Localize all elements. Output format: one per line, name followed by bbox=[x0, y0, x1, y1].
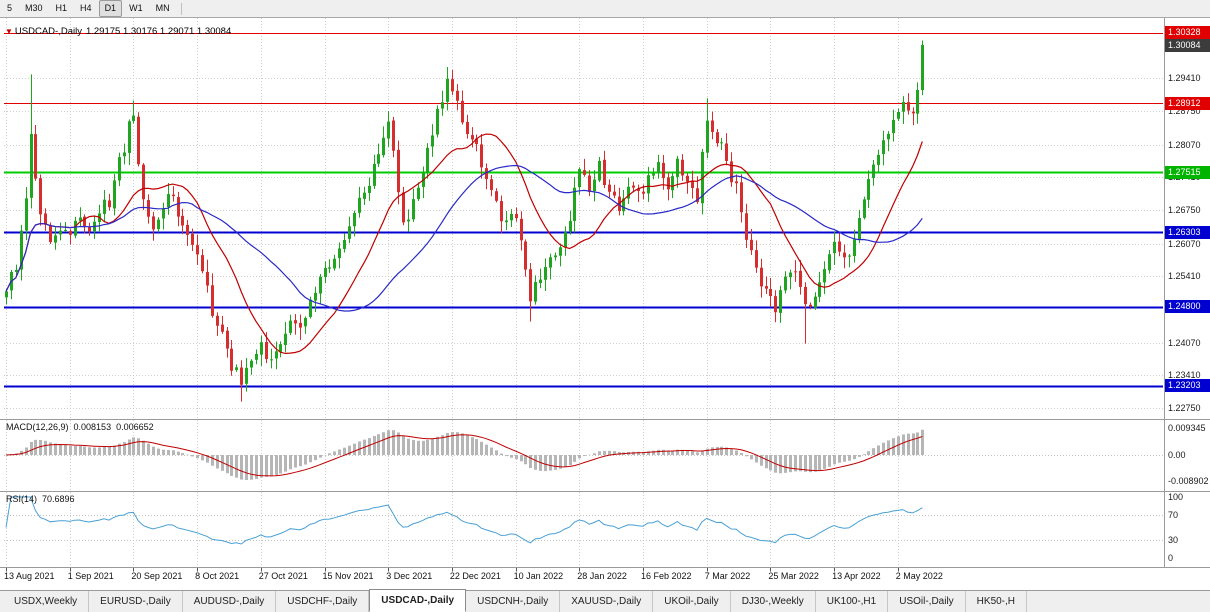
price-axis-label: 1.28070 bbox=[1168, 139, 1201, 150]
timeframe-button-m30[interactable]: M30 bbox=[25, 3, 43, 13]
tab-usdcad-daily[interactable]: USDCAD-,Daily bbox=[369, 589, 467, 612]
time-axis-label: 22 Dec 2021 bbox=[449, 571, 501, 581]
tab-usoil-daily[interactable]: USOil-,Daily bbox=[888, 591, 966, 612]
rsi-value: 70.6896 bbox=[42, 494, 75, 504]
rsi-indicator-title: RSI(14) 70.6896 bbox=[6, 494, 75, 504]
level-price-badge: 1.27515 bbox=[1165, 165, 1210, 179]
price-axis-label: 1.23410 bbox=[1168, 370, 1201, 381]
tab-usdchf-daily[interactable]: USDCHF-,Daily bbox=[276, 591, 370, 612]
time-axis-label: 15 Nov 2021 bbox=[322, 571, 374, 581]
time-axis-label: 7 Mar 2022 bbox=[704, 571, 751, 581]
level-price-badge: 1.23203 bbox=[1165, 379, 1210, 393]
time-axis-label: 20 Sep 2021 bbox=[131, 571, 183, 581]
chart-tab-bar: USDX,Weekly EURUSD-,Daily AUDUSD-,Daily USD… bbox=[0, 589, 1210, 612]
timeframe-button-5[interactable]: 5 bbox=[7, 3, 13, 13]
time-axis-label: 8 Oct 2021 bbox=[195, 571, 240, 581]
macd-main-value: 0.008153 bbox=[73, 422, 112, 432]
level-price-badge: 1.28912 bbox=[1165, 96, 1210, 110]
time-axis-label: 25 Mar 2022 bbox=[768, 571, 819, 581]
level-price-badge: 1.26303 bbox=[1165, 225, 1210, 239]
time-axis-label: 13 Aug 2021 bbox=[4, 571, 55, 581]
timeframe-button-mn[interactable]: MN bbox=[155, 3, 170, 13]
price-axis-label: 1.29410 bbox=[1168, 73, 1201, 84]
macd-scale-label: 0.00 bbox=[1168, 450, 1186, 460]
current-price-badge: 1.30084 bbox=[1165, 39, 1210, 53]
timeframe-button-d1[interactable]: D1 bbox=[98, 0, 123, 17]
tab-xauusd-daily[interactable]: XAUUSD-,Daily bbox=[560, 591, 654, 612]
level-price-badge: 1.30328 bbox=[1165, 26, 1210, 40]
macd-scale-label: -0.008902 bbox=[1168, 475, 1209, 486]
chart-ohlc-values: 1.29175 1.30176 1.29071 1.30084 bbox=[85, 26, 232, 37]
time-axis-label: 1 Sep 2021 bbox=[67, 571, 114, 581]
time-axis-label: 2 May 2022 bbox=[895, 571, 943, 581]
timeframe-button-h4[interactable]: H4 bbox=[80, 3, 92, 13]
macd-scale-label: 0.009345 bbox=[1168, 423, 1206, 433]
candlestick-chart[interactable] bbox=[0, 0, 1210, 590]
tab-eurusd-daily[interactable]: EURUSD-,Daily bbox=[89, 591, 183, 612]
rsi-scale-label: 0 bbox=[1168, 553, 1174, 563]
toolbar-separator bbox=[180, 2, 182, 15]
time-axis-label: 28 Jan 2022 bbox=[577, 571, 627, 581]
price-axis-label: 1.22750 bbox=[1168, 403, 1201, 414]
symbol-marker-icon: ▼ bbox=[5, 27, 13, 36]
level-price-badge: 1.24800 bbox=[1165, 300, 1210, 314]
timeframe-button-w1[interactable]: W1 bbox=[129, 3, 143, 13]
price-axis-label: 1.26750 bbox=[1168, 205, 1201, 216]
chart-symbol-label: USDCAD-,Daily bbox=[14, 26, 82, 37]
rsi-scale-label: 70 bbox=[1168, 510, 1179, 521]
timeframe-toolbar: 5 M30 H1 H4 D1 W1 MN bbox=[0, 0, 1210, 18]
tab-uk100-h1[interactable]: UK100-,H1 bbox=[816, 591, 889, 612]
price-axis-label: 1.28750 bbox=[1168, 106, 1201, 117]
rsi-label: RSI(14) bbox=[6, 494, 38, 504]
time-axis-label: 3 Dec 2021 bbox=[386, 571, 433, 581]
tab-dj30-weekly[interactable]: DJ30-,Weekly bbox=[731, 591, 816, 612]
rsi-scale-label: 100 bbox=[1168, 492, 1184, 502]
time-axis-label: 16 Feb 2022 bbox=[641, 571, 692, 581]
tab-usdx-weekly[interactable]: USDX,Weekly bbox=[3, 591, 90, 612]
macd-signal-value: 0.006652 bbox=[116, 422, 154, 432]
time-axis-label: 27 Oct 2021 bbox=[258, 571, 308, 581]
macd-indicator-title: MACD(12,26,9) 0.008153 0.006652 bbox=[6, 422, 154, 432]
tab-hk50-h[interactable]: HK50-,H bbox=[966, 591, 1028, 612]
price-axis-label: 1.25410 bbox=[1168, 271, 1201, 282]
timeframe-button-h1[interactable]: H1 bbox=[55, 3, 68, 13]
rsi-scale-label: 30 bbox=[1168, 534, 1179, 545]
tab-usdcnh-daily[interactable]: USDCNH-,Daily bbox=[466, 591, 561, 612]
tab-audusd-daily[interactable]: AUDUSD-,Daily bbox=[183, 591, 277, 612]
tab-ukoil-daily[interactable]: UKOil-,Daily bbox=[653, 591, 731, 612]
time-axis-label: 13 Apr 2022 bbox=[832, 571, 881, 581]
time-axis-label: 10 Jan 2022 bbox=[513, 571, 564, 581]
price-axis-label: 1.26070 bbox=[1168, 238, 1201, 249]
chart-title: ▼ USDCAD-,Daily 1.29175 1.30176 1.29071 1.… bbox=[5, 26, 231, 37]
macd-label: MACD(12,26,9) bbox=[6, 422, 69, 432]
price-axis-label: 1.24070 bbox=[1168, 337, 1201, 348]
